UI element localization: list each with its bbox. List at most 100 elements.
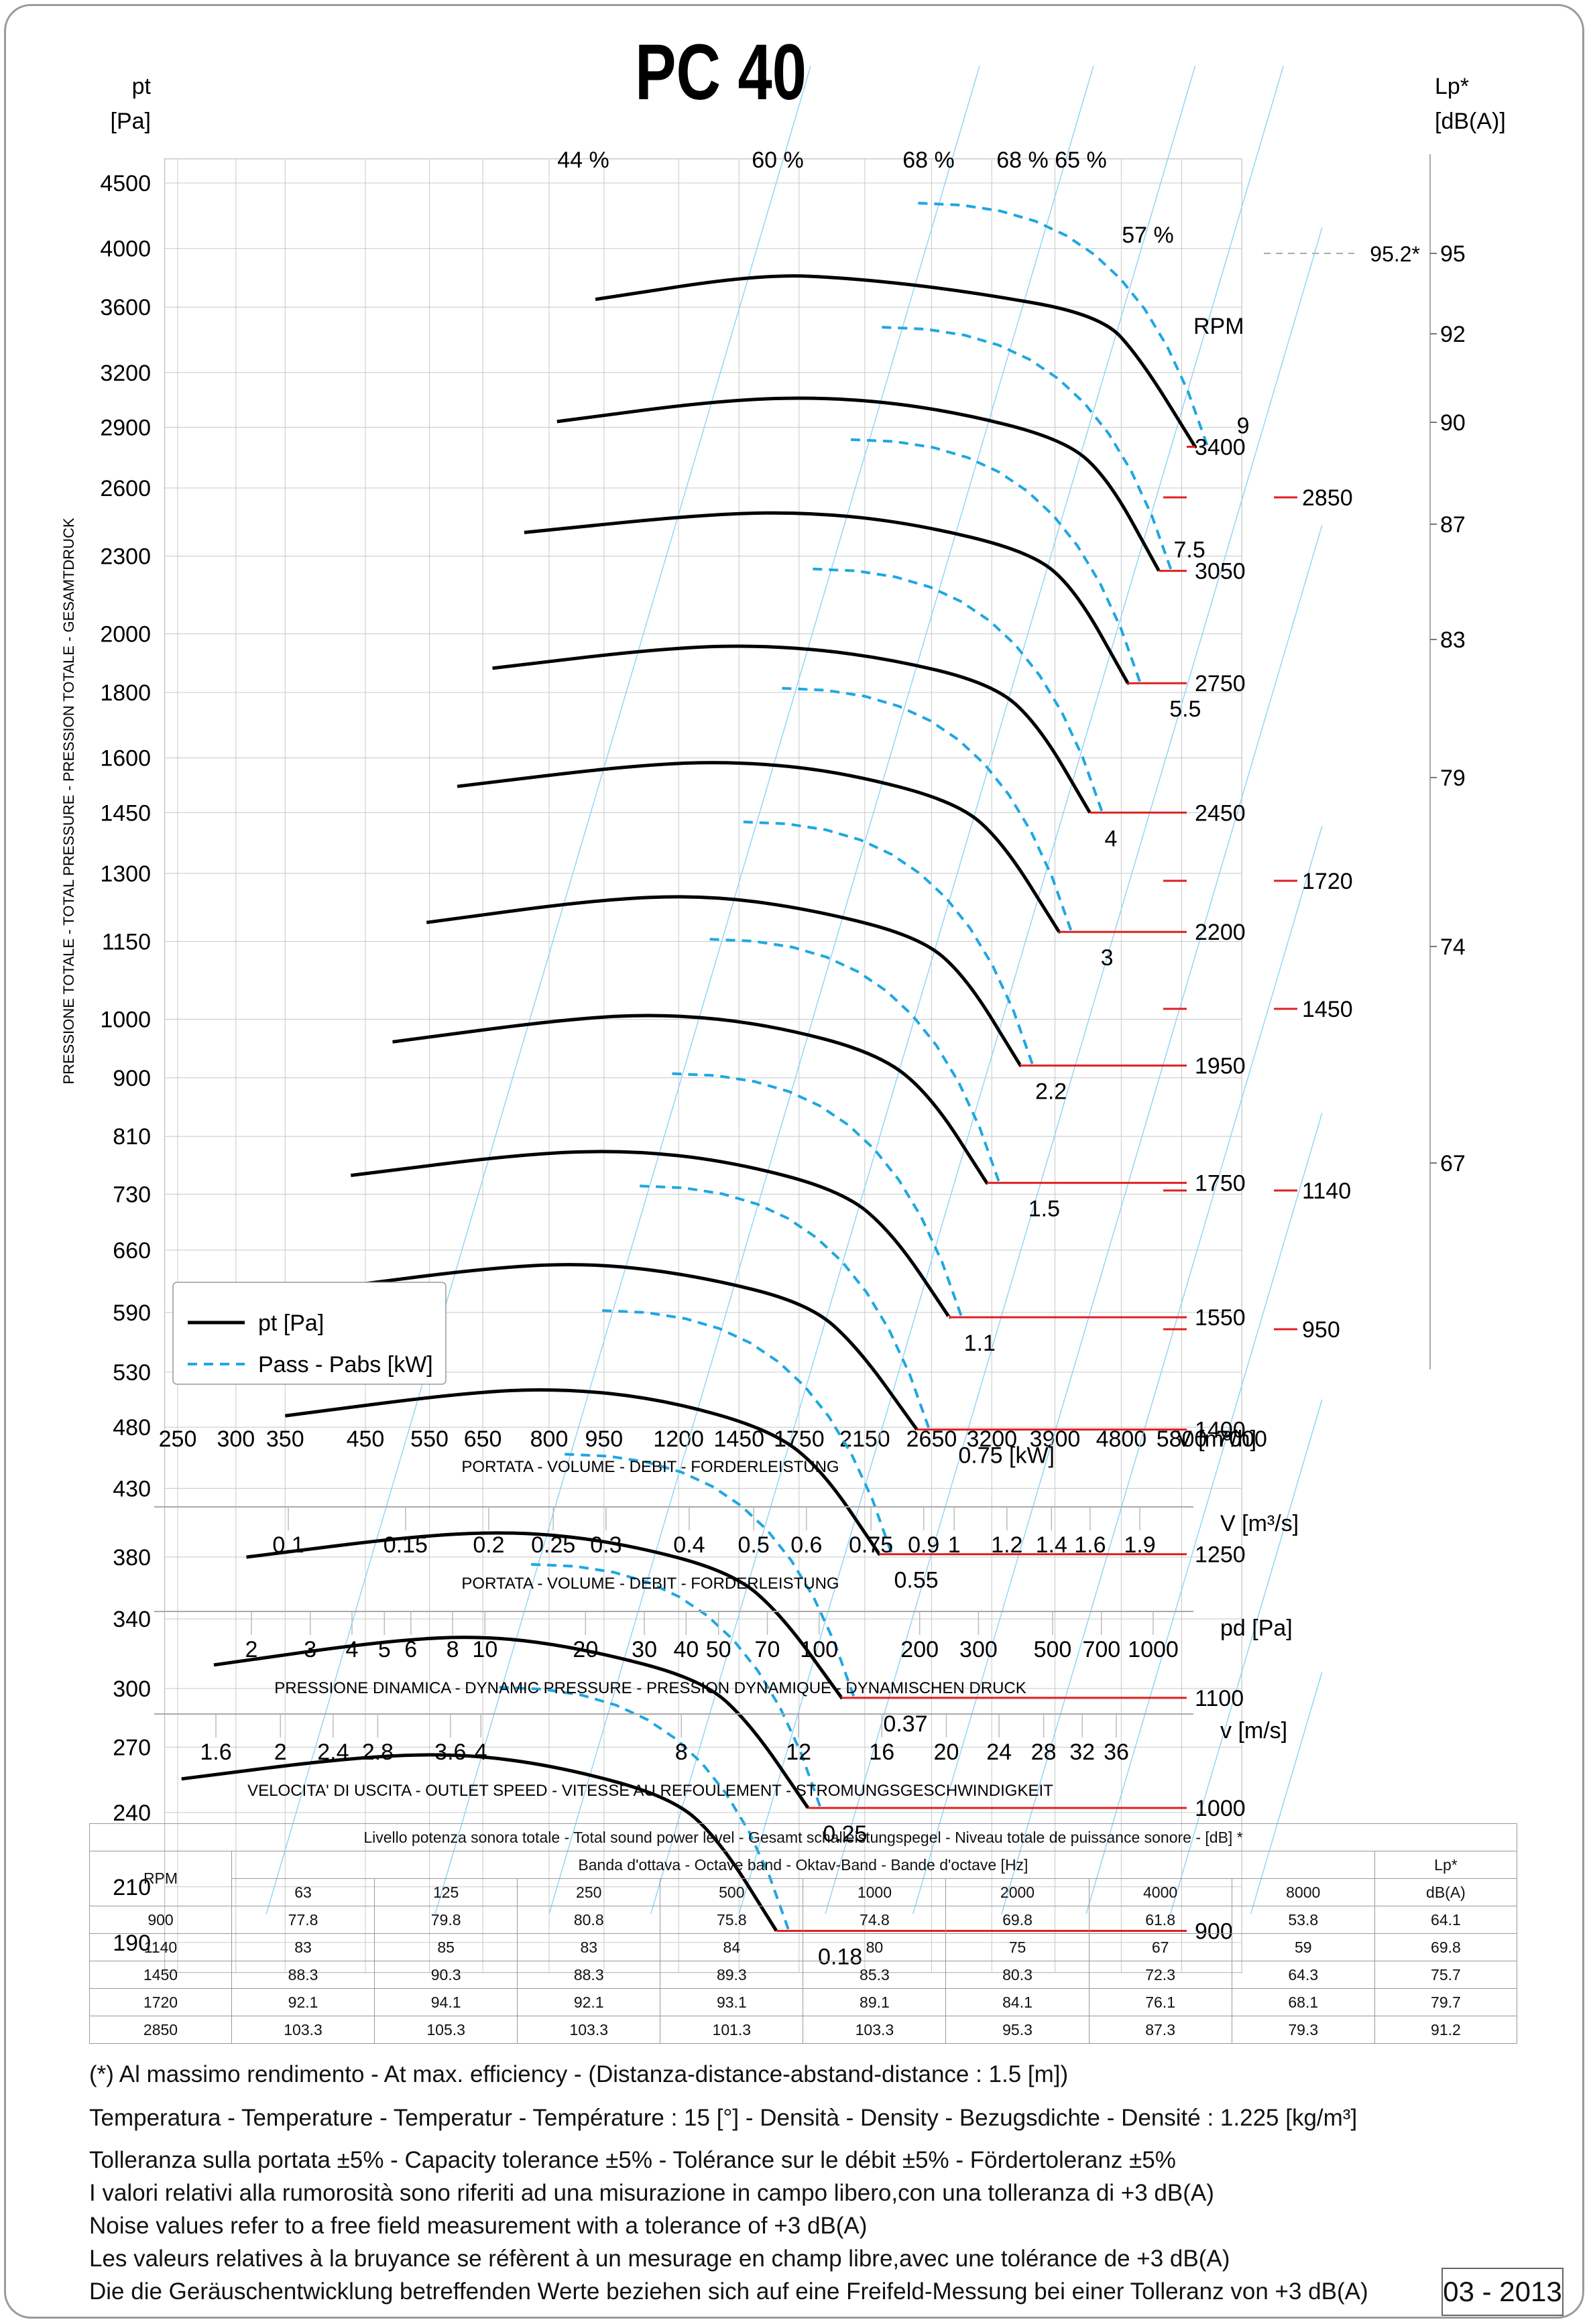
table-cell: 79.8 — [374, 1906, 518, 1934]
power-curve — [918, 202, 1210, 448]
table-cell: 1450 — [89, 1961, 232, 1989]
power-curve — [640, 1184, 931, 1430]
pressure-curve-1400 — [319, 1263, 919, 1432]
table-cell: 59 — [1231, 1933, 1375, 1961]
right-unit-top: Lp* — [1435, 74, 1469, 99]
power-label: 7.5 — [1173, 538, 1205, 563]
lp-tick-label: 90 — [1440, 410, 1466, 436]
table-cell: 68.1 — [1231, 1988, 1375, 2016]
y-tick-label: 2600 — [100, 476, 151, 501]
table-cell: 103.3 — [517, 2016, 661, 2044]
rpm-label: 1000 — [1195, 1796, 1246, 1821]
y-tick-label: 380 — [113, 1545, 151, 1571]
x-unit: V [m³/h] — [1177, 1426, 1256, 1452]
table-cell: 90.3 — [374, 1961, 518, 1989]
pressure-curve-3050 — [556, 396, 1161, 572]
table-cell: 80 — [803, 1933, 947, 1961]
x-tick-label: 1450 — [713, 1426, 764, 1452]
y-tick-label: 2900 — [100, 415, 151, 440]
system-line — [738, 66, 1284, 1914]
table-cell: 1720 — [89, 1988, 232, 2016]
rpm-label: 2200 — [1195, 920, 1246, 945]
table-cell: 85.3 — [803, 1961, 947, 1989]
note-temperature: Temperatura - Temperature - Temperatur -… — [89, 2105, 1358, 2131]
table-cell: 1000 — [803, 1878, 947, 1906]
table-cell: 250 — [517, 1878, 661, 1906]
pressure-curve-1750 — [392, 1014, 989, 1185]
power-label: 2.2 — [1035, 1079, 1067, 1105]
table-cell: 103.3 — [803, 2016, 947, 2044]
scale-label: 3 — [304, 1637, 316, 1662]
table-cell: 8000 — [1231, 1878, 1375, 1906]
table-row: RPM Banda d'ottava - Octave band - Oktav-… — [89, 1851, 1518, 1906]
chart-title: PC 40 — [635, 28, 807, 117]
system-line — [1085, 1113, 1323, 1914]
table-cell: 87.3 — [1088, 2016, 1232, 2044]
table-cell: 75.8 — [660, 1906, 804, 1934]
pressure-curve-2750 — [524, 511, 1130, 685]
scale-label: 100 — [800, 1637, 838, 1662]
power-label: 0.37 — [883, 1711, 927, 1737]
y-tick-label: 1150 — [102, 930, 151, 955]
note-tolerance-1: Tolleranza sulla portata ±5% - Capacity … — [89, 2147, 1176, 2173]
scale-label: 200 — [900, 1637, 939, 1662]
system-line — [825, 227, 1323, 1914]
table-cell: Livello potenza sonora totale - Total so… — [89, 1823, 1517, 1851]
table-cell: 105.3 — [374, 2016, 518, 2044]
left-axis-side-label: PRESSIONE TOTALE - TOTAL PRESSURE - PRES… — [60, 517, 77, 1084]
scale-label: 8 — [447, 1637, 459, 1662]
table-cell: 83 — [517, 1933, 661, 1961]
scale-label: 0.25 — [531, 1532, 575, 1558]
scale-caption: PRESSIONE DINAMICA - DYNAMIC PRESSURE - … — [274, 1679, 1026, 1697]
y-tick-label: 660 — [113, 1238, 151, 1264]
power-curve — [882, 326, 1173, 572]
x-tick-label: 5800 — [1157, 1426, 1207, 1452]
page-frame — [4, 4, 1584, 2319]
rpm-label: 1400 — [1195, 1418, 1246, 1443]
table-row: 900 77.8 79.8 80.8 75.8 74.8 69.8 61.8 53.8 64.1 — [89, 1906, 1518, 1934]
y-tick-label: 3200 — [100, 361, 151, 386]
table-cell: 85 — [374, 1933, 518, 1961]
table-cell: 95.3 — [945, 2016, 1089, 2044]
table-cell: 72.3 — [1088, 1961, 1232, 1989]
y-tick-label: 340 — [113, 1607, 151, 1632]
table-row: 1450 88.3 90.3 88.3 89.3 85.3 80.3 72.3 64.3 75.7 — [89, 1961, 1518, 1989]
scale-label: 30 — [632, 1637, 657, 1662]
lp-tick-label: 95 — [1440, 241, 1466, 267]
legend-pt: pt [Pa] — [258, 1310, 324, 1336]
efficiency-label: 60 % — [752, 147, 804, 173]
rpm-extra-label: 1720 — [1302, 869, 1353, 894]
y-tick-label: 730 — [113, 1182, 151, 1207]
scale-label: 4 — [475, 1739, 487, 1765]
system-line — [266, 66, 811, 1914]
table-cell: 79.7 — [1374, 1988, 1518, 2016]
rpm-extra-label: 1140 — [1302, 1178, 1351, 1204]
table-cell: 88.3 — [517, 1961, 661, 1989]
y-tick-label: 4500 — [100, 171, 151, 196]
efficiency-label: 44 % — [557, 147, 609, 173]
table-cell: 80.8 — [517, 1906, 661, 1934]
power-curve — [709, 938, 1001, 1184]
lp-tick-label: 67 — [1440, 1151, 1466, 1176]
table-cell: 900 — [89, 1906, 232, 1934]
pressure-curve-2450 — [492, 644, 1092, 814]
sound-power-table: Livello potenza sonora totale - Total so… — [89, 1823, 1518, 2044]
table-cell: 89.1 — [803, 1988, 947, 2016]
scale-label: 50 — [706, 1637, 731, 1662]
efficiency-label: 57 % — [1122, 223, 1174, 248]
scale-label: 1 — [948, 1532, 961, 1558]
x-tick-label: 7000 — [1216, 1426, 1267, 1452]
x-axis-label: PORTATA - VOLUME - DEBIT - FORDERLEISTUN… — [461, 1458, 839, 1476]
system-line — [912, 525, 1323, 1914]
rpm-label: 1550 — [1195, 1305, 1246, 1331]
table-cell: 79.3 — [1231, 2016, 1375, 2044]
pressure-curve-1950 — [426, 895, 1022, 1068]
scale-label: 0.75 — [849, 1532, 893, 1558]
x-tick-label: 250 — [159, 1426, 197, 1452]
pressure-curve-1000 — [213, 1636, 810, 1809]
x-tick-label: 2650 — [906, 1426, 957, 1452]
power-label: 0.75 [kW] — [958, 1443, 1055, 1469]
scale-label: 0.5 — [738, 1532, 770, 1558]
system-line — [650, 66, 1196, 1914]
lp-tick-label: 83 — [1440, 627, 1466, 653]
